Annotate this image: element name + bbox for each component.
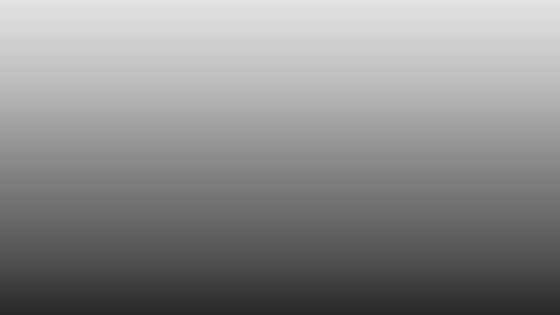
FancyBboxPatch shape <box>271 127 339 167</box>
Text: Risk Matrix: Risk Matrix <box>45 9 169 28</box>
Text: 4: 4 <box>207 215 213 224</box>
Text: Text Here: Text Here <box>184 74 236 84</box>
FancyBboxPatch shape <box>269 43 346 112</box>
FancyBboxPatch shape <box>171 123 249 192</box>
FancyBboxPatch shape <box>362 41 439 110</box>
FancyBboxPatch shape <box>174 209 251 278</box>
FancyBboxPatch shape <box>76 123 153 192</box>
FancyBboxPatch shape <box>269 125 346 194</box>
FancyBboxPatch shape <box>267 207 344 275</box>
Circle shape <box>104 129 126 142</box>
Text: Text Here: Text Here <box>279 240 332 250</box>
Text: Text Here: Text Here <box>88 156 141 166</box>
FancyBboxPatch shape <box>269 209 346 278</box>
FancyBboxPatch shape <box>176 127 244 167</box>
FancyBboxPatch shape <box>366 45 435 85</box>
Text: 1: 1 <box>112 49 118 58</box>
Text: Text Here: Text Here <box>184 240 236 250</box>
Text: Text Here: Text Here <box>184 156 236 166</box>
Text: Text Here: Text Here <box>374 74 427 84</box>
FancyBboxPatch shape <box>81 127 149 167</box>
FancyBboxPatch shape <box>81 211 149 251</box>
FancyBboxPatch shape <box>78 43 156 112</box>
FancyBboxPatch shape <box>78 125 156 194</box>
Text: Text Here: Text Here <box>88 74 141 84</box>
Text: Text Here: Text Here <box>88 240 141 250</box>
Text: 2: 2 <box>207 49 213 58</box>
FancyBboxPatch shape <box>267 41 344 110</box>
FancyBboxPatch shape <box>76 41 153 110</box>
Circle shape <box>104 47 126 60</box>
FancyBboxPatch shape <box>81 45 149 85</box>
Text: 3: 3 <box>112 131 118 140</box>
FancyBboxPatch shape <box>76 207 153 275</box>
Circle shape <box>199 213 221 226</box>
FancyBboxPatch shape <box>176 211 244 251</box>
FancyBboxPatch shape <box>171 207 249 275</box>
Circle shape <box>199 47 221 60</box>
FancyBboxPatch shape <box>174 125 251 194</box>
FancyBboxPatch shape <box>364 43 441 112</box>
FancyBboxPatch shape <box>78 209 156 278</box>
FancyBboxPatch shape <box>176 45 244 85</box>
Text: Text Here: Text Here <box>279 74 332 84</box>
FancyBboxPatch shape <box>174 43 251 112</box>
FancyBboxPatch shape <box>271 45 339 85</box>
Text: Text Here: Text Here <box>279 156 332 166</box>
FancyBboxPatch shape <box>171 41 249 110</box>
FancyBboxPatch shape <box>271 211 339 251</box>
FancyBboxPatch shape <box>267 123 344 192</box>
